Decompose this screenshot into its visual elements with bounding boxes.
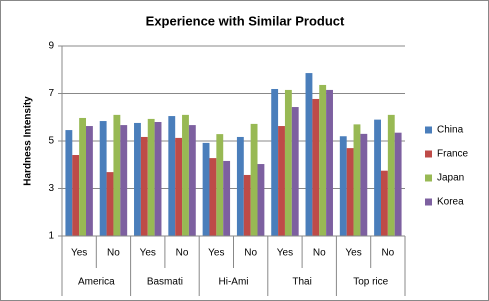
legend-label: China [437,125,464,136]
bar [243,174,251,236]
x-group-label: Top rice [353,277,388,288]
bar [312,98,320,237]
legend-swatch [425,174,432,182]
x-tick-label: Yes [345,248,361,259]
bar [216,134,224,236]
x-tick-label: No [381,248,394,259]
bar [175,137,183,236]
legend-swatch [425,150,432,158]
y-tick-label: 5 [48,136,54,147]
bar [209,158,217,236]
bar [326,89,333,236]
x-group-label: America [78,277,115,288]
bar [284,89,292,236]
bar [202,142,210,236]
bar [278,126,285,236]
bar [99,121,107,236]
x-tick-label: No [244,248,257,259]
y-tick-label: 1 [48,231,54,242]
bar [236,136,244,236]
bar [319,84,327,236]
legend-swatch [425,126,432,134]
x-group-label: Hi-Ami [219,277,249,288]
x-tick-label: Yes [140,248,156,259]
x-tick-label: Yes [71,248,87,259]
x-tick-label: Yes [277,248,293,259]
bar [257,164,265,236]
bar [134,122,141,236]
bar [113,114,121,236]
y-tick-label: 9 [48,41,54,52]
x-tick-label: No [176,248,189,259]
bar [271,88,279,236]
bar [387,114,395,236]
bar [65,130,73,236]
legend-label: Japan [437,173,464,184]
x-tick-label: No [107,248,120,259]
bar [250,123,258,236]
bar [120,125,128,236]
bar [79,117,87,236]
bar [291,107,299,236]
bar [374,119,381,236]
bar [86,126,93,236]
legend-label: Korea [437,197,464,208]
bar [154,122,162,236]
bar [353,124,361,236]
x-group-label: Thai [292,277,311,288]
bar [380,170,388,236]
bar [360,133,368,236]
bar [223,160,231,236]
bar [339,136,347,236]
y-tick-label: 7 [48,88,54,99]
bar [106,172,114,236]
bar [346,148,354,236]
chart-title: Experience with Similar Product [146,13,345,28]
x-group-label: Basmati [147,277,183,288]
bar [182,114,189,236]
bar [72,155,80,236]
x-tick-label: Yes [208,248,224,259]
bar [188,125,196,236]
x-tick-label: No [313,248,326,259]
bar [140,136,148,236]
legend-swatch [425,198,432,206]
y-axis-label: Hardness Intensity [23,96,34,186]
bar [305,73,313,236]
y-tick-label: 3 [48,183,54,194]
bar [147,118,155,236]
bar [394,132,402,236]
bar [168,116,176,236]
legend-label: France [437,149,469,160]
